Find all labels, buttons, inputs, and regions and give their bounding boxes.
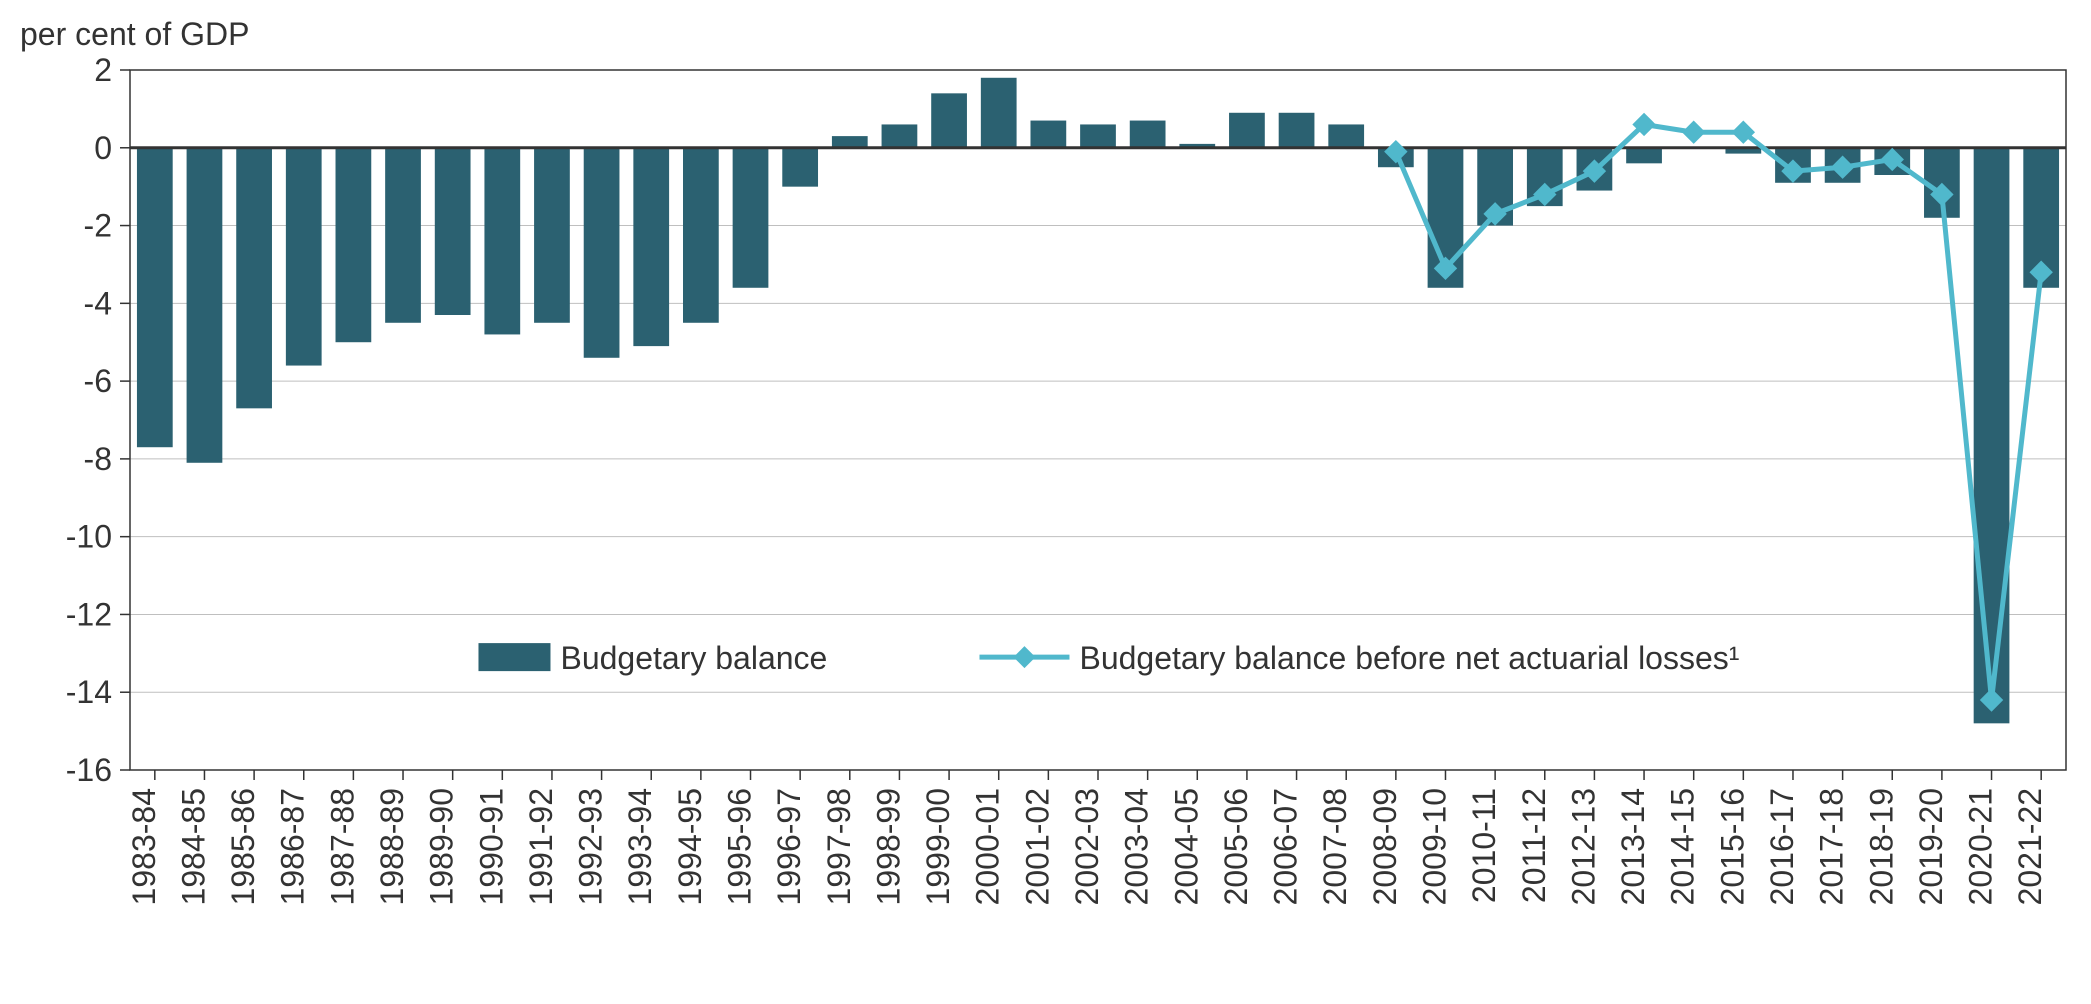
bar (1279, 113, 1315, 148)
x-tick-label: 2000-01 (970, 788, 1006, 905)
x-tick-label: 1984-85 (175, 788, 211, 905)
x-tick-label: 1986-87 (275, 788, 311, 905)
bar (882, 124, 918, 147)
x-tick-label: 2003-04 (1119, 788, 1155, 905)
y-tick-label: -6 (84, 363, 112, 399)
bar (236, 148, 272, 409)
bar (633, 148, 669, 346)
bar (435, 148, 471, 315)
x-tick-label: 1998-99 (870, 788, 906, 905)
x-tick-label: 1993-94 (622, 788, 658, 905)
x-tick-label: 1999-00 (920, 788, 956, 905)
y-tick-label: -2 (84, 208, 112, 244)
x-tick-label: 2018-19 (1863, 788, 1899, 905)
x-tick-label: 1995-96 (722, 788, 758, 905)
x-tick-label: 1988-89 (374, 788, 410, 905)
bar (931, 93, 967, 147)
legend-label-bar: Budgetary balance (560, 640, 827, 676)
x-tick-label: 1992-93 (573, 788, 609, 905)
x-tick-label: 2001-02 (1019, 788, 1055, 905)
x-tick-label: 2008-09 (1367, 788, 1403, 905)
bar (1130, 121, 1166, 148)
x-tick-label: 2013-14 (1615, 788, 1651, 905)
x-tick-label: 2017-18 (1814, 788, 1850, 905)
x-tick-label: 2021-22 (2012, 788, 2048, 905)
bar (782, 148, 818, 187)
bar (832, 136, 868, 148)
x-tick-label: 1990-91 (473, 788, 509, 905)
bar (733, 148, 769, 288)
legend-swatch-bar (478, 643, 550, 671)
x-tick-label: 2014-15 (1665, 788, 1701, 905)
x-tick-label: 2005-06 (1218, 788, 1254, 905)
y-tick-label: -12 (66, 596, 112, 632)
bar (981, 78, 1017, 148)
bar (484, 148, 520, 335)
x-tick-label: 2007-08 (1317, 788, 1353, 905)
x-tick-label: 2012-13 (1565, 788, 1601, 905)
x-tick-label: 1989-90 (424, 788, 460, 905)
x-tick-label: 1985-86 (225, 788, 261, 905)
y-tick-label: -4 (84, 285, 112, 321)
bar (1626, 148, 1662, 164)
chart-container: -16 -14 -12 -10 -8 -6 -4 -2 0 2per cent of GDP 198… (0, 0, 2091, 1004)
bar (385, 148, 421, 323)
x-tick-label: 2010-11 (1466, 788, 1502, 903)
bar (1328, 124, 1364, 147)
x-tick-label: 1983-84 (126, 788, 162, 905)
y-tick-label: 0 (94, 130, 112, 166)
y-tick-label: 2 (94, 52, 112, 88)
bar (1229, 113, 1265, 148)
chart-svg: -16 -14 -12 -10 -8 -6 -4 -2 0 2per cent of GDP 198… (0, 0, 2091, 1004)
y-axis-title: per cent of GDP (20, 16, 249, 52)
y-tick-label: -14 (66, 674, 112, 710)
bar (1080, 124, 1116, 147)
x-tick-label: 1994-95 (672, 788, 708, 905)
bar (137, 148, 173, 447)
x-tick-label: 1991-92 (523, 788, 559, 905)
y-tick-label: -16 (66, 752, 112, 788)
x-tick-label: 2002-03 (1069, 788, 1105, 905)
x-tick-label: 2011-12 (1516, 788, 1552, 903)
y-tick-label: -8 (84, 441, 112, 477)
bar (534, 148, 570, 323)
bar (1974, 148, 2010, 724)
x-tick-label: 1997-98 (821, 788, 857, 905)
bar (683, 148, 719, 323)
x-tick-label: 1996-97 (771, 788, 807, 905)
x-tick-label: 2019-20 (1913, 788, 1949, 905)
bar (286, 148, 322, 366)
legend-label-line: Budgetary balance before net actuarial l… (1079, 640, 1739, 676)
x-tick-label: 2015-16 (1714, 788, 1750, 905)
x-tick-label: 1987-88 (324, 788, 360, 905)
x-tick-label: 2020-21 (1963, 788, 1999, 905)
bar (1030, 121, 1066, 148)
bar (336, 148, 372, 342)
bar (187, 148, 223, 463)
x-tick-label: 2009-10 (1416, 788, 1452, 905)
x-tick-label: 2016-17 (1764, 788, 1800, 905)
bar (584, 148, 620, 358)
y-tick-label: -10 (66, 519, 112, 555)
x-tick-label: 2006-07 (1268, 788, 1304, 905)
x-tick-label: 2004-05 (1168, 788, 1204, 905)
